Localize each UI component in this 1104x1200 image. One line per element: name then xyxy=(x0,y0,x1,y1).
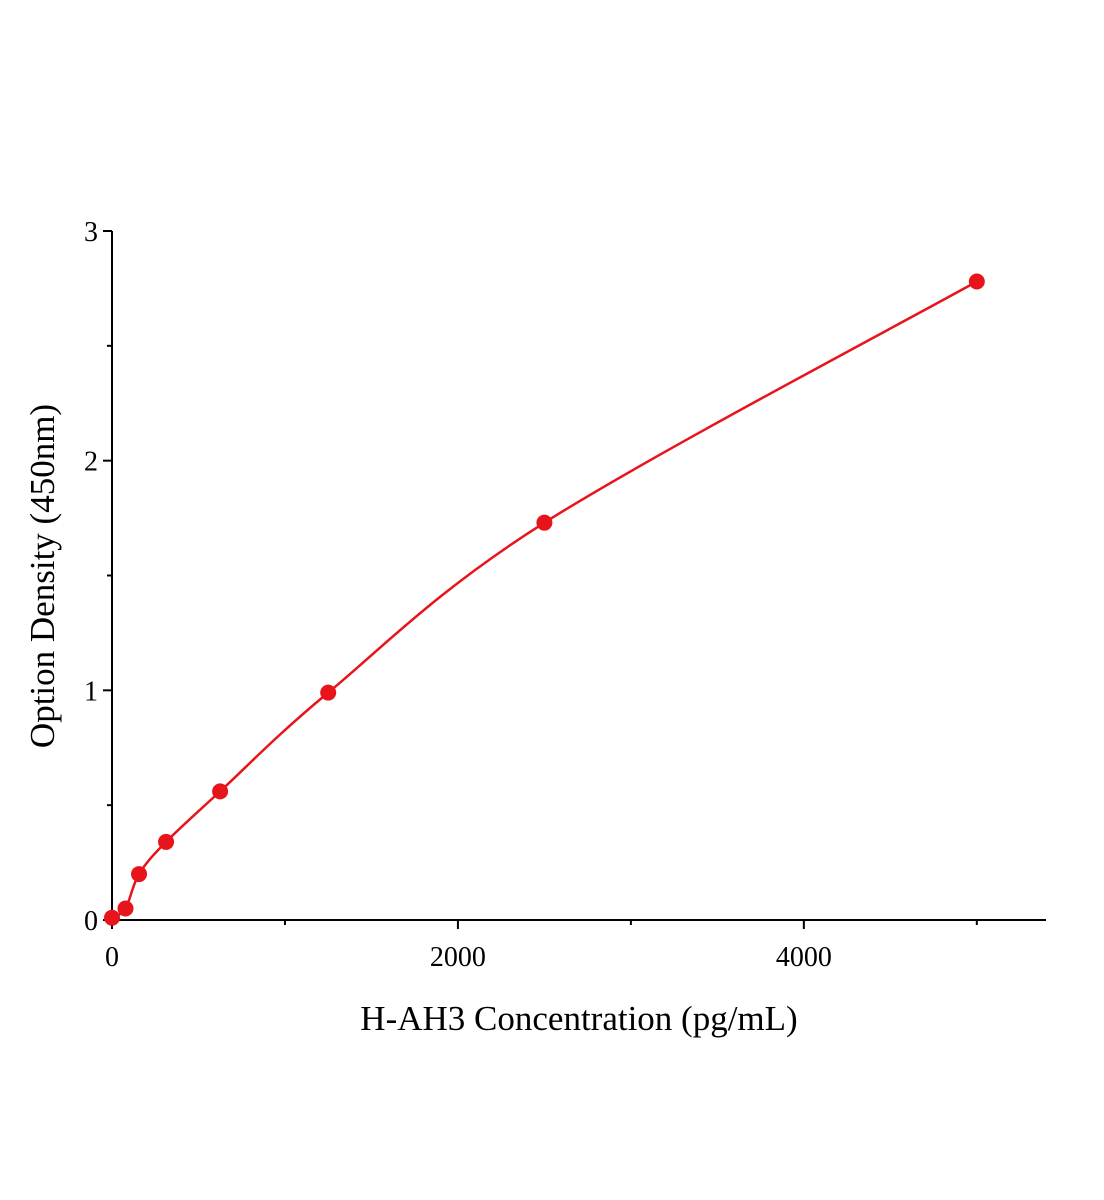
y-axis-label: Option Density (450nm) xyxy=(23,404,62,748)
point xyxy=(104,909,120,926)
point xyxy=(212,783,229,800)
point xyxy=(320,684,337,701)
point xyxy=(536,514,553,531)
x-tick-label: 4000 xyxy=(776,942,832,973)
point xyxy=(968,273,985,290)
y-tick-label: 0 xyxy=(84,906,98,937)
y-tick-label: 1 xyxy=(84,676,98,707)
x-axis-label: H-AH3 Concentration (pg/mL) xyxy=(360,999,797,1038)
point xyxy=(158,833,175,850)
x-tick-label: 2000 xyxy=(430,942,486,973)
point xyxy=(131,866,148,883)
y-tick-label: 3 xyxy=(84,217,98,248)
x-tick-label: 0 xyxy=(105,942,119,973)
y-tick-label: 2 xyxy=(84,447,98,478)
fit-line xyxy=(111,280,978,919)
point xyxy=(117,900,134,917)
